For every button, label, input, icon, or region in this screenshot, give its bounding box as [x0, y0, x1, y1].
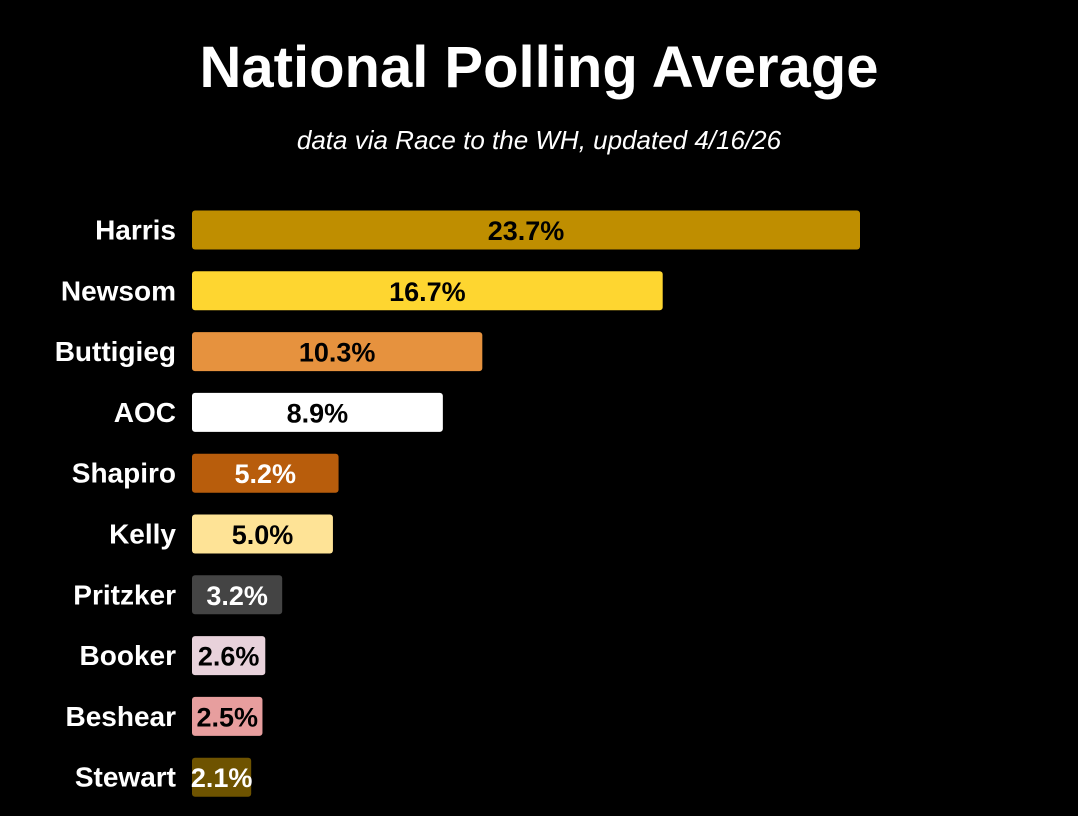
value-label-beshear: 2.5%	[196, 702, 258, 732]
bar-kelly	[192, 514, 333, 554]
value-label-stewart: 2.1%	[191, 763, 253, 793]
category-label-booker: Booker	[80, 640, 177, 671]
category-label-shapiro: Shapiro	[72, 458, 176, 489]
chart-title: National Polling Average	[199, 35, 879, 100]
category-label-aoc: AOC	[114, 397, 176, 428]
category-label-kelly: Kelly	[109, 519, 176, 550]
bar-buttigieg	[192, 332, 483, 372]
bar-booker	[192, 636, 266, 676]
value-label-pritzker: 3.2%	[206, 581, 268, 611]
bar-aoc	[192, 392, 443, 432]
bar-stewart	[192, 757, 252, 797]
value-label-buttigieg: 10.3%	[299, 338, 376, 368]
value-label-harris: 23.7%	[488, 216, 565, 246]
value-label-kelly: 5.0%	[232, 520, 294, 550]
chart-subtitle: data via Race to the WH, updated 4/16/26	[296, 125, 782, 155]
value-label-newsom: 16.7%	[389, 277, 466, 307]
value-label-aoc: 8.9%	[287, 398, 349, 428]
bar-pritzker	[192, 575, 283, 615]
category-label-buttigieg: Buttigieg	[55, 336, 176, 367]
category-label-newsom: Newsom	[61, 275, 176, 306]
bar-newsom	[192, 271, 663, 311]
category-label-harris: Harris	[95, 215, 176, 246]
bars-layer: Harris 23.7% Newsom 16.7% Buttigieg 10.3% AOC 8…	[55, 210, 860, 797]
bar-shapiro	[192, 453, 339, 493]
category-label-pritzker: Pritzker	[73, 579, 176, 610]
bar-harris	[192, 210, 860, 250]
value-label-booker: 2.6%	[198, 642, 260, 672]
value-label-shapiro: 5.2%	[235, 459, 297, 489]
category-label-beshear: Beshear	[65, 701, 176, 732]
category-label-stewart: Stewart	[75, 762, 176, 793]
bar-beshear	[192, 696, 263, 736]
